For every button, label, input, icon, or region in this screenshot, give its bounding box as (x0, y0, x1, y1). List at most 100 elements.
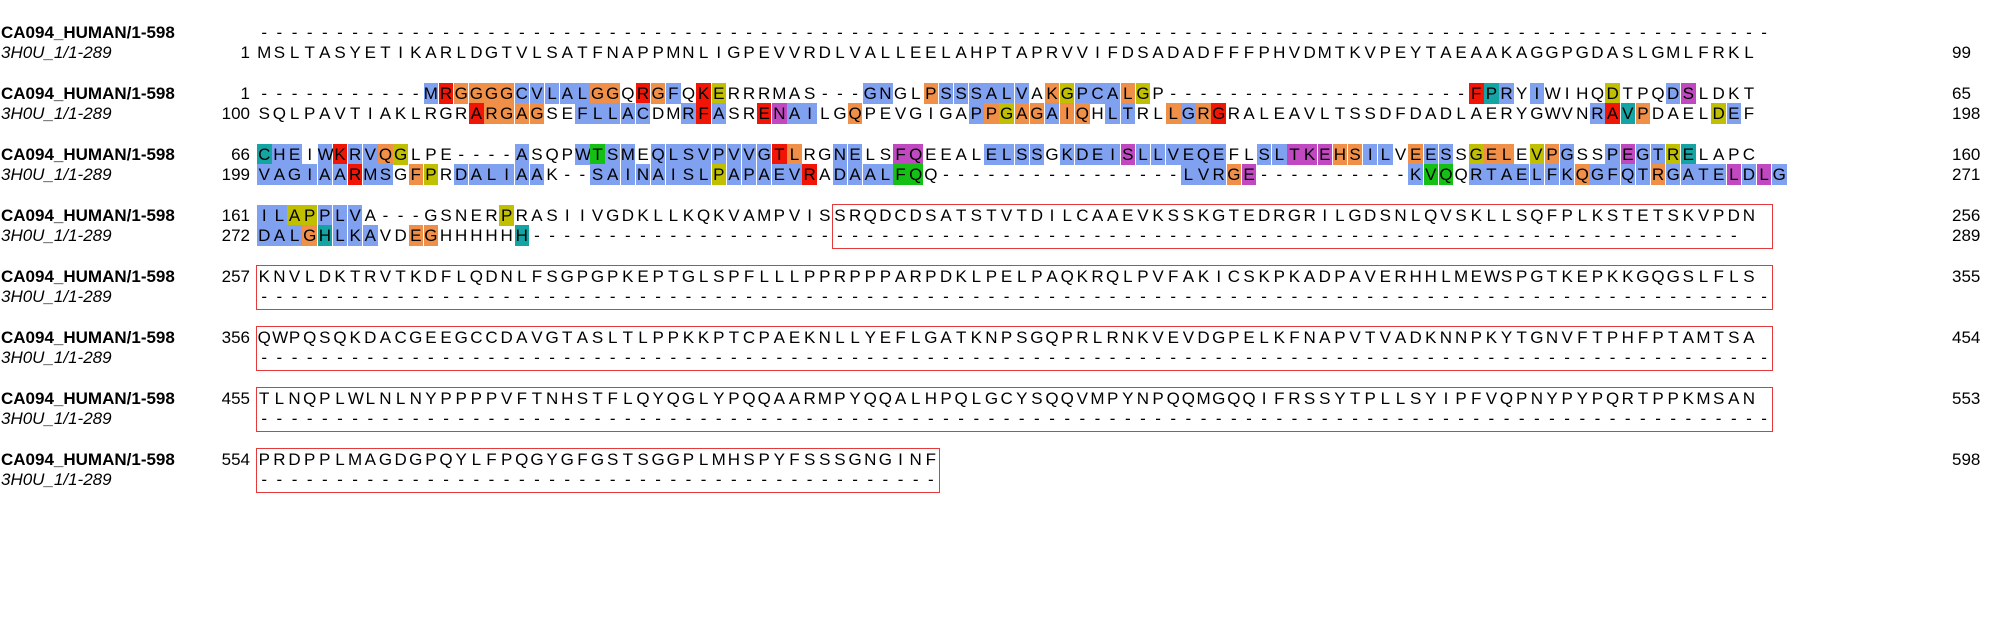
alignment-gap: - (1488, 409, 1495, 428)
residue: E (1211, 144, 1226, 165)
alignment-gap: - (625, 23, 631, 42)
residue: K (1470, 206, 1482, 225)
alignment-gap: - (897, 348, 904, 367)
residue: G (484, 43, 499, 62)
residue: G (469, 83, 484, 104)
residue: L (365, 389, 376, 408)
residue: P (1667, 389, 1679, 408)
residue: E (879, 328, 892, 347)
residue: Q (303, 328, 317, 347)
residue: P (1455, 389, 1467, 408)
residue: A (743, 206, 755, 225)
residue: F (1546, 206, 1558, 225)
residue: G (423, 225, 439, 246)
residue: L (1259, 328, 1269, 347)
residue: I (1564, 84, 1570, 103)
residue: P (1712, 206, 1725, 225)
residue: Q (1045, 389, 1059, 408)
residue: T (577, 43, 588, 62)
alignment-gap: - (1700, 287, 1707, 306)
alignment-gap: - (1640, 409, 1646, 428)
residue: G (393, 144, 408, 165)
residue: G (409, 450, 423, 469)
alignment-gap: - (1215, 84, 1222, 103)
alignment-gap: - (746, 287, 752, 306)
residue: R (455, 104, 468, 123)
alignment-gap: - (1534, 226, 1540, 245)
residue: Q (303, 389, 317, 408)
residue: L (411, 145, 421, 164)
residue: A (379, 104, 392, 123)
alignment-gap: - (1473, 23, 1480, 42)
residue: A (364, 450, 376, 469)
alignment-gap: - (852, 348, 858, 367)
residue: N (455, 206, 468, 225)
residue: P (834, 389, 846, 408)
residue: P (425, 450, 437, 469)
residue: L (1744, 43, 1754, 62)
alignment-gap: - (458, 470, 465, 489)
residue: A (1014, 103, 1029, 124)
residue: F (1395, 104, 1406, 123)
residue: L (698, 267, 709, 286)
alignment-gap: - (1730, 409, 1737, 428)
alignment-gap: - (1261, 165, 1267, 184)
alignment-gap: - (988, 226, 995, 245)
residue: E (940, 145, 952, 164)
residue: P (1728, 145, 1740, 164)
alignment-gap: - (1761, 23, 1767, 42)
alignment-gap: - (1185, 226, 1192, 245)
residue: K (1682, 206, 1695, 225)
alignment-gap: - (276, 470, 283, 489)
residue: M (363, 164, 378, 185)
residue: K (696, 83, 711, 104)
residue: P (1516, 267, 1528, 286)
alignment-gap: - (412, 348, 419, 367)
residue: D (1318, 267, 1331, 286)
residue: K (1500, 43, 1513, 62)
residue: F (1544, 164, 1560, 185)
residue: T (395, 267, 406, 286)
alignment-gap: - (912, 470, 919, 489)
residue: P (1561, 389, 1573, 408)
residue: H (727, 450, 741, 469)
residue: S (1303, 389, 1316, 408)
residue: L (1335, 206, 1345, 225)
residue: A (711, 103, 726, 124)
alignment-gap: - (1231, 23, 1237, 42)
residue: A (469, 164, 484, 185)
residue: L (1153, 104, 1163, 123)
residue: T (531, 389, 543, 408)
residue: K (713, 206, 725, 225)
alignment-gap: - (1246, 84, 1252, 103)
residue: V (1288, 43, 1301, 62)
residue: S (607, 450, 619, 469)
alignment-gap: - (1594, 287, 1601, 306)
alignment-gap: - (367, 409, 374, 428)
alignment-gap: - (276, 348, 283, 367)
end-position-label: 598 (1952, 450, 1981, 469)
residue: A (788, 389, 801, 408)
residue: L (411, 104, 421, 123)
sequence-name-label: 3H0U_1/1-289 (1, 165, 112, 184)
alignment-gap: - (761, 348, 768, 367)
alignment-gap: - (1185, 287, 1192, 306)
alignment-gap: - (1276, 409, 1283, 428)
residue: Q (954, 389, 968, 408)
alignment-gap: - (382, 287, 389, 306)
alignment-gap: - (1018, 226, 1025, 245)
residue: P (773, 206, 786, 225)
residue: F (1469, 83, 1484, 104)
residue: R (1227, 104, 1240, 123)
residue: T (590, 144, 605, 165)
residue: D (424, 267, 438, 286)
residue: E (925, 43, 937, 62)
residue: P (1379, 43, 1392, 62)
residue: P (1652, 389, 1664, 408)
residue: Q (1424, 206, 1438, 225)
residue: S (834, 206, 846, 225)
alignment-gap: - (1382, 348, 1389, 367)
residue: D (939, 267, 953, 286)
residue: Q (1106, 267, 1120, 286)
alignment-gap: - (473, 23, 480, 42)
